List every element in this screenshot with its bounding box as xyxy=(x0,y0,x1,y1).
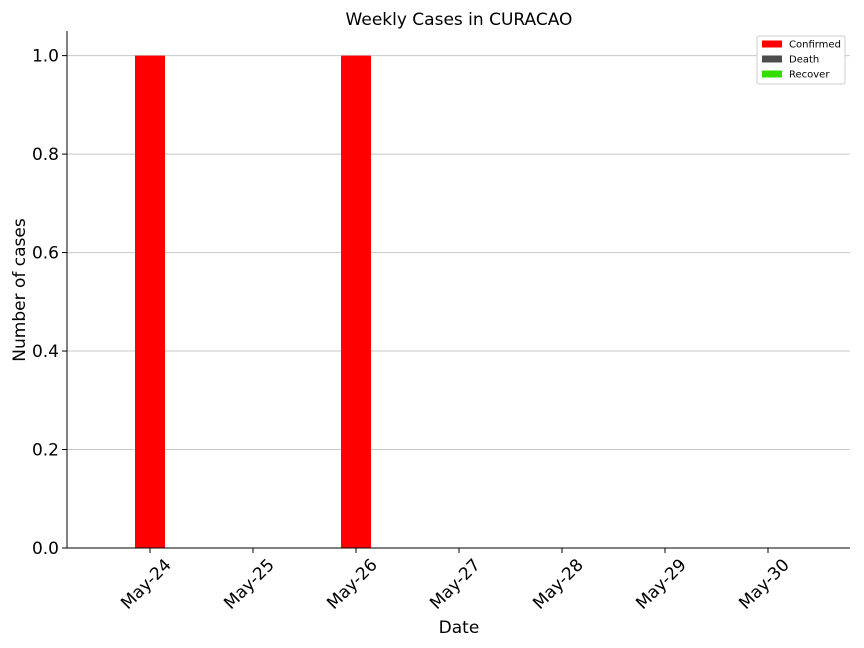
legend-label-recover: Recover xyxy=(789,70,830,81)
x-tick-label: May-25 xyxy=(220,555,278,613)
y-tick-label: 0.8 xyxy=(32,145,59,165)
y-tick-label: 0.0 xyxy=(32,539,59,559)
legend: Confirmed Death Recover xyxy=(756,35,846,85)
x-tick-label: May-27 xyxy=(426,555,484,613)
legend-swatch-recover xyxy=(762,70,782,78)
legend-label-confirmed: Confirmed xyxy=(789,40,841,51)
y-ticks: 0.0 0.2 0.4 0.6 0.8 1.0 xyxy=(32,47,67,559)
y-tick-label: 0.6 xyxy=(32,244,59,264)
x-tick-label: May-30 xyxy=(735,555,793,613)
bar-confirmed xyxy=(135,55,165,548)
bar-confirmed xyxy=(341,55,371,548)
legend-swatch-death xyxy=(762,55,782,63)
bars xyxy=(135,55,371,548)
y-axis-label: Number of cases xyxy=(10,218,30,362)
gridlines xyxy=(67,55,850,451)
x-ticks: May-24 May-25 May-26 May-27 May-28 May-29 May-… xyxy=(117,548,794,614)
chart-title: Weekly Cases in CURACAO xyxy=(346,10,573,30)
x-tick-label: May-24 xyxy=(117,555,175,613)
x-axis-label: Date xyxy=(439,618,480,638)
y-tick-label: 1.0 xyxy=(32,47,59,67)
y-tick-label: 0.2 xyxy=(32,441,59,461)
x-tick-label: May-26 xyxy=(323,555,381,613)
legend-label-death: Death xyxy=(789,55,819,66)
y-tick-label: 0.4 xyxy=(32,342,59,362)
legend-swatch-confirmed xyxy=(762,40,782,48)
x-tick-label: May-28 xyxy=(529,555,587,613)
x-tick-label: May-29 xyxy=(632,555,690,613)
